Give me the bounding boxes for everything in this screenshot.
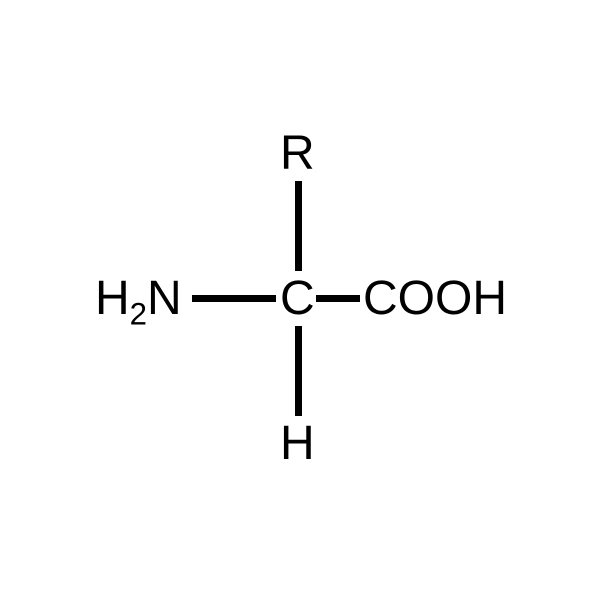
atom-alpha-carbon: C [280,275,315,323]
bond-c-h [295,326,302,416]
atom-amino-group: H2N [95,275,182,323]
bond-c-nh2 [192,295,276,302]
atom-hydrogen: H [280,420,315,468]
atom-r-group: R [280,130,315,178]
bond-c-cooh [316,295,360,302]
atom-carboxyl-group: COOH [363,275,507,323]
bond-c-r [295,181,302,271]
chemical-structure-diagram: R C H2N COOH H [0,0,600,600]
